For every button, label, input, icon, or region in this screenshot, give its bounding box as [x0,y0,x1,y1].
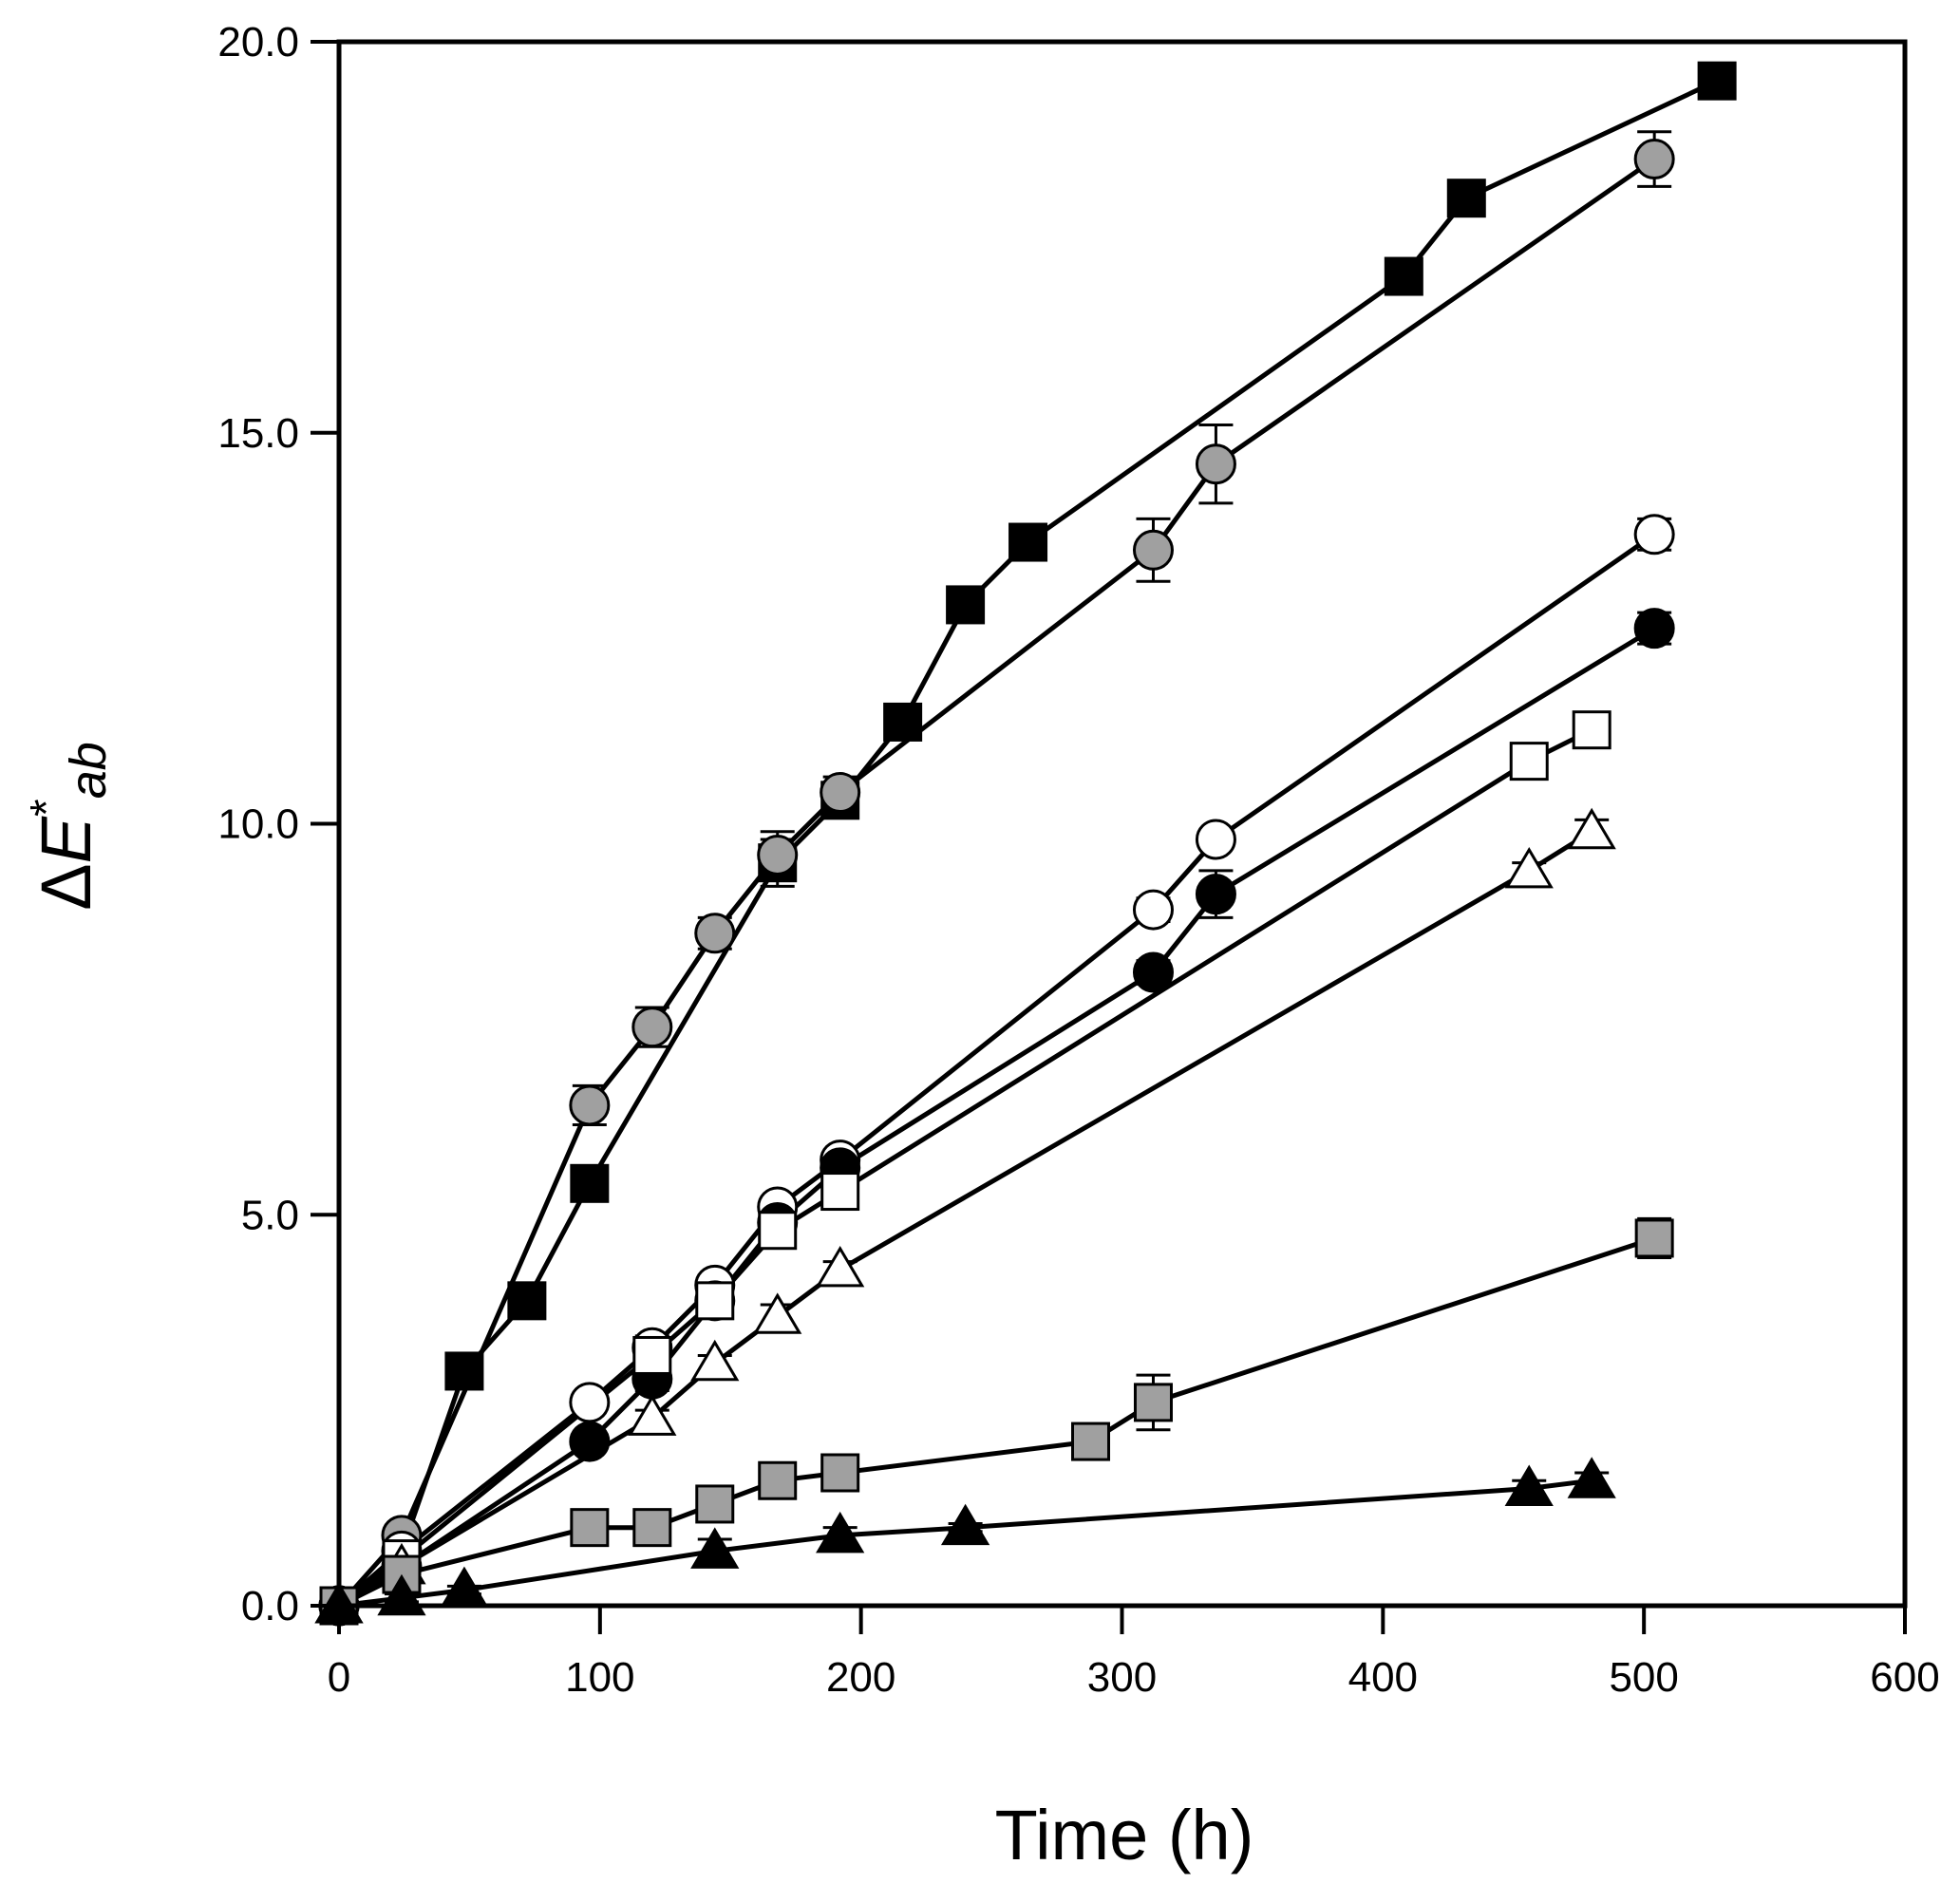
data-point-open-triangles [628,1394,677,1436]
data-point-black-squares [570,1163,610,1203]
data-point-open-squares [695,1281,735,1321]
y-tick-label: 0.0 [241,1583,299,1629]
data-point-open-squares [1509,742,1549,782]
data-point-open-squares [758,1211,798,1251]
data-markers [314,61,1737,1627]
data-point-grey-squares [758,1460,798,1500]
x-tick-label: 200 [826,1654,895,1701]
y-tick-label: 15.0 [217,410,299,457]
data-point-black-circles [1195,874,1236,915]
data-point-open-circles [1132,889,1174,931]
y-axis-title-subscript: ab [60,742,117,799]
data-point-black-circles [1633,608,1675,650]
series-line-black-circles [337,626,1656,1609]
data-point-black-squares [883,702,923,742]
x-tick-label: 600 [1870,1654,1939,1701]
plot-area-frame [336,39,1908,1609]
x-axis-title: Time (h) [995,1796,1254,1874]
data-point-open-triangles [690,1339,740,1382]
series-line-open-circles [337,532,1656,1608]
data-point-open-squares [1572,710,1611,750]
svg-text:ΔE*ab: ΔE*ab [22,742,117,911]
data-point-black-circles [569,1421,611,1462]
data-point-open-squares [632,1335,672,1375]
data-point-open-triangles [1504,846,1554,889]
series-line-grey-circles [337,157,1656,1608]
x-tick-label: 300 [1087,1654,1157,1701]
y-tick-label: 10.0 [217,801,299,848]
y-tick-label: 5.0 [241,1192,299,1238]
data-point-black-triangles [816,1511,865,1554]
data-point-black-squares [1446,179,1486,218]
data-point-grey-squares [820,1453,860,1493]
y-axis-title-superscript: * [22,799,72,817]
y-axis-title-main: E [27,815,105,863]
data-point-black-triangles [690,1527,740,1569]
x-tick-label: 100 [565,1654,634,1701]
data-point-black-squares [507,1281,547,1321]
data-point-grey-circles [820,772,861,814]
data-point-grey-circles [757,834,799,876]
data-point-black-circles [1132,951,1174,993]
data-point-open-circles [569,1382,611,1423]
x-tick-label: 500 [1609,1654,1678,1701]
data-point-grey-circles [1132,529,1174,571]
y-axis-title-prefix: Δ [27,863,105,910]
data-point-grey-circles [1195,443,1236,485]
data-point-grey-squares [570,1508,610,1548]
data-point-grey-circles [631,1007,673,1048]
data-point-black-squares [946,585,986,625]
series-lines [337,78,1719,1609]
data-point-open-squares [820,1172,860,1212]
data-point-black-squares [1697,61,1737,101]
data-point-grey-squares [695,1484,735,1524]
data-point-open-triangles [753,1292,802,1334]
data-point-grey-squares [1071,1422,1111,1461]
x-tick-label: 400 [1348,1654,1418,1701]
data-point-open-triangles [816,1245,865,1288]
data-point-black-squares [444,1351,484,1391]
data-point-grey-squares [632,1508,672,1548]
axes-layer: 0 100 200 300 400 500 600 0.0 5.0 10.0 15.0 20.0 [217,19,1939,1701]
series-line-open-squares [337,727,1593,1609]
data-point-open-circles [1195,819,1236,860]
data-point-grey-circles [694,913,736,954]
data-point-black-triangles [940,1503,990,1546]
data-point-black-triangles [1567,1457,1616,1498]
series-layer [314,61,1737,1627]
data-point-grey-squares [1634,1218,1674,1258]
y-axis-title: ΔE*ab [22,742,117,911]
x-tick-label: 0 [328,1654,350,1701]
series-line-grey-squares [337,1235,1655,1609]
data-point-black-squares [1008,522,1048,562]
series-line-open-triangles [337,829,1593,1609]
series-line-black-squares [337,78,1719,1608]
data-point-open-triangles [1567,807,1616,850]
y-tick-label: 20.0 [217,19,299,66]
data-point-grey-squares [1133,1383,1173,1422]
error-bars [384,67,1735,1604]
data-point-grey-circles [569,1084,611,1126]
data-point-open-circles [1633,514,1675,556]
data-point-grey-circles [1633,139,1675,180]
data-point-black-triangles [1504,1464,1554,1506]
data-point-black-squares [1384,256,1423,296]
